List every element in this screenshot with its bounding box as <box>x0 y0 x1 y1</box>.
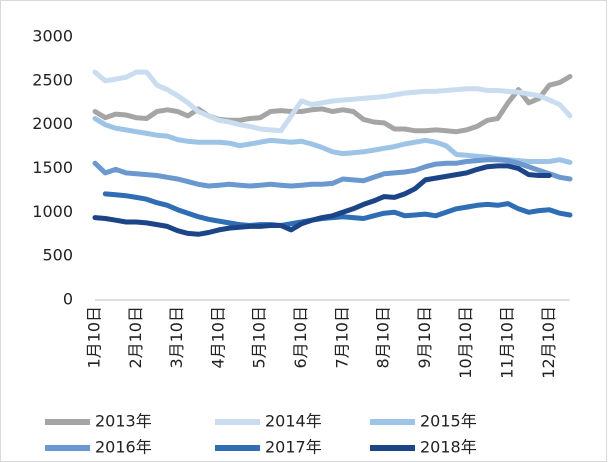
y-tick-label: 2000 <box>32 114 73 133</box>
series-line <box>92 74 573 135</box>
legend-label: 2015年 <box>420 412 477 431</box>
x-tick-label: 1月10日 <box>85 306 104 369</box>
x-tick-label: 6月10日 <box>291 306 310 369</box>
x-tick-label: 11月10日 <box>498 306 517 379</box>
y-tick-label: 500 <box>42 246 73 265</box>
y-tick-label: 1500 <box>32 158 73 177</box>
x-tick-label: 8月10日 <box>374 306 393 369</box>
x-tick-label: 9月10日 <box>415 306 434 369</box>
x-tick-label: 3月10日 <box>167 306 186 369</box>
x-tick-label: 5月10日 <box>250 306 269 369</box>
y-tick-label: 1000 <box>32 202 73 221</box>
legend-label: 2017年 <box>265 438 322 457</box>
x-tick-label: 4月10日 <box>208 306 227 369</box>
series-line <box>102 191 573 228</box>
legend-label: 2013年 <box>95 412 152 431</box>
legend-label: 2018年 <box>420 438 477 457</box>
y-tick-label: 2500 <box>32 70 73 89</box>
series-line <box>92 69 573 134</box>
x-tick-label: 10月10日 <box>456 306 475 379</box>
y-tick-label: 3000 <box>32 27 73 46</box>
legend-label: 2014年 <box>265 412 322 431</box>
x-tick-label: 12月10日 <box>539 306 558 379</box>
x-tick-label: 7月10日 <box>332 306 351 369</box>
legend-label: 2016年 <box>95 438 152 457</box>
x-tick-label: 2月10日 <box>126 306 145 369</box>
y-tick-label: 0 <box>63 290 73 309</box>
series-line <box>92 157 573 189</box>
series-line <box>92 163 552 237</box>
